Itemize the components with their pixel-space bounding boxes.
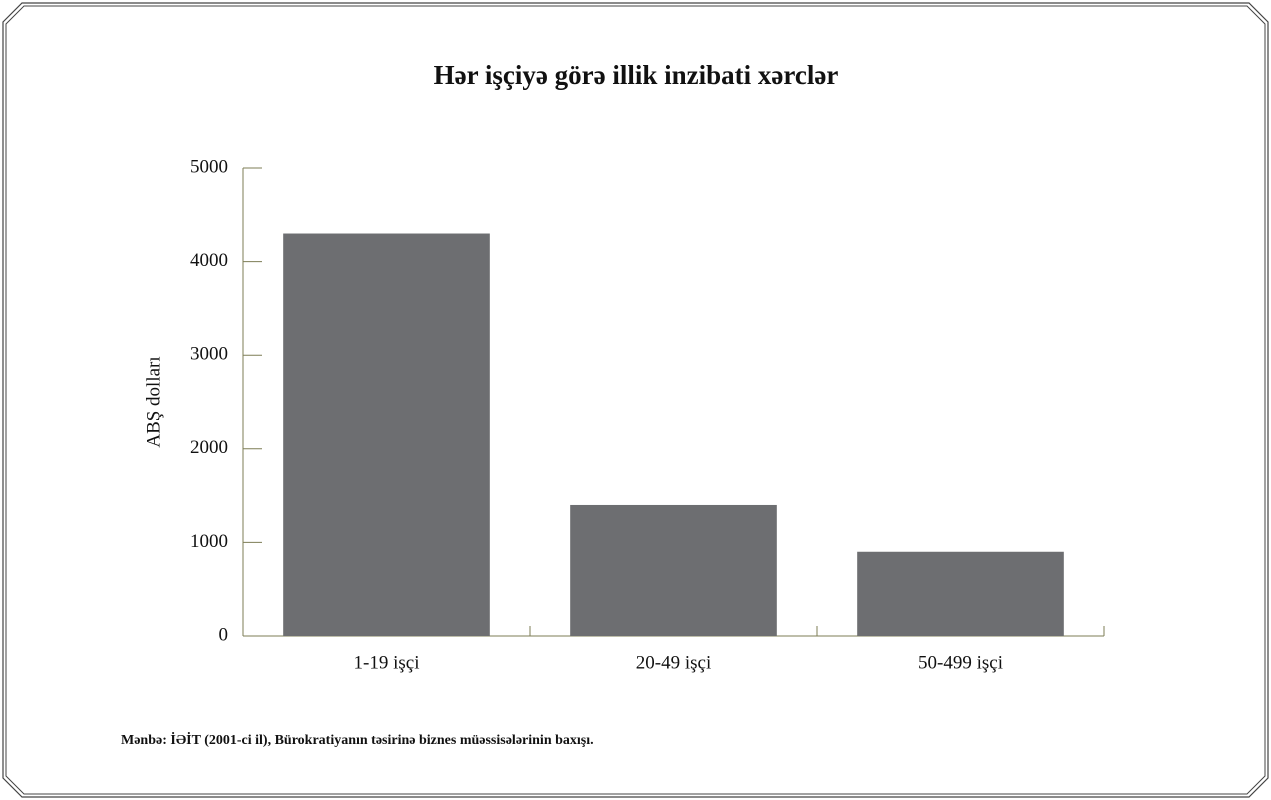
bar — [857, 551, 1064, 636]
bar — [570, 504, 777, 636]
y-tick-label: 4000 — [190, 250, 228, 271]
y-tick-label: 0 — [219, 624, 229, 645]
y-tick-label: 2000 — [190, 437, 228, 458]
y-tick-label: 1000 — [190, 531, 228, 552]
y-tick-label: 3000 — [190, 344, 228, 365]
y-tick-label: 5000 — [190, 156, 228, 177]
x-tick-label: 50-499 işçi — [918, 652, 1003, 673]
source-note: Mənbə: İƏİT (2001-ci il), Bürokratiyanın… — [121, 731, 594, 748]
chart-title: Hər işçiyə görə illik inzibati xərclər — [434, 60, 839, 90]
bar — [283, 233, 490, 636]
y-axis-label: ABŞ dolları — [143, 356, 164, 447]
frame-inner — [5, 5, 1266, 795]
x-tick-label: 1-19 işçi — [354, 652, 420, 673]
x-tick-label: 20-49 işçi — [636, 652, 711, 673]
